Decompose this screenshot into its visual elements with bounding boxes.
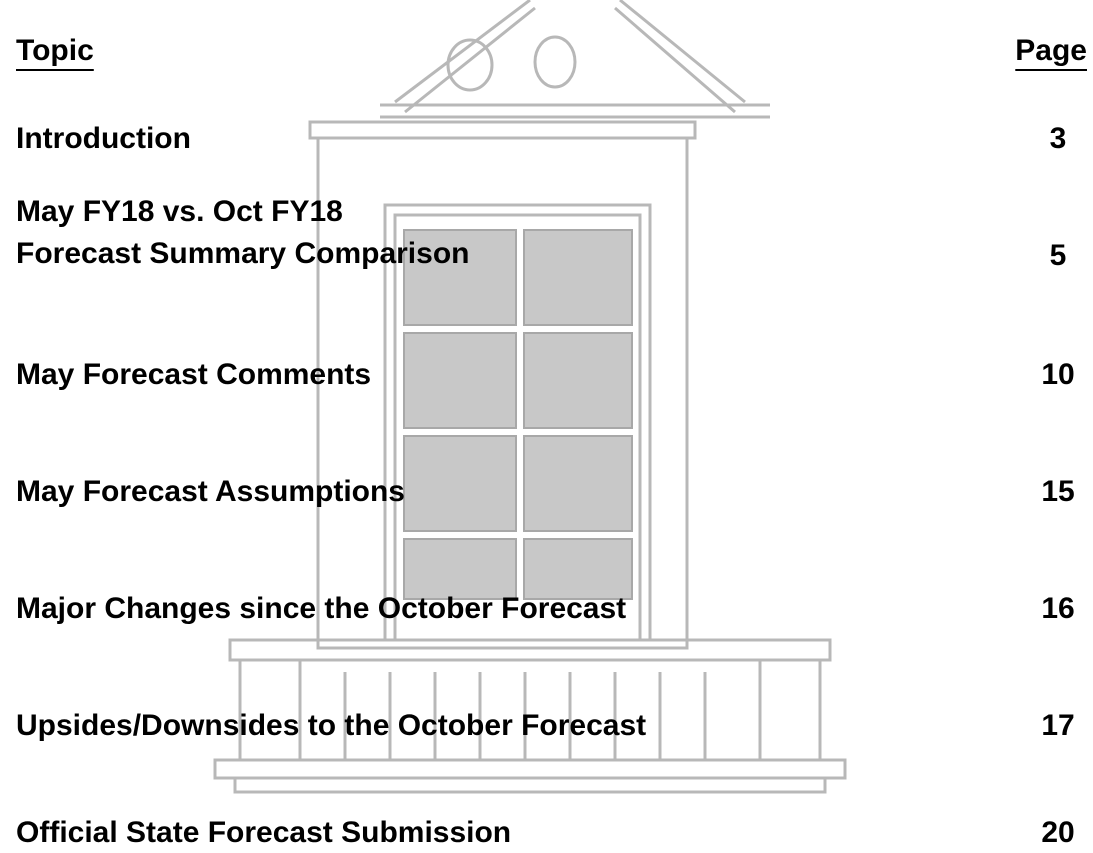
- page-number: 16: [1041, 592, 1074, 625]
- topic-text: Official State Forecast Submission: [16, 816, 511, 849]
- topic-text: May Forecast Assumptions: [16, 475, 405, 508]
- topic-text: May FY18 vs. Oct FY18: [16, 195, 343, 228]
- page-number: 10: [1041, 358, 1074, 391]
- topic-header: Topic: [16, 34, 94, 67]
- page-number: 5: [1050, 239, 1067, 272]
- slide: Topic Page Introduction 3 May FY18 vs. Oct F…: [0, 0, 1093, 853]
- topic-text: May Forecast Comments: [16, 358, 371, 391]
- page-number: 17: [1041, 709, 1074, 742]
- topic-text: Major Changes since the October Forecast: [16, 592, 626, 625]
- topic-text: Upsides/Downsides to the October Forecas…: [16, 709, 646, 742]
- window-watermark: [215, 0, 845, 792]
- page-number: 3: [1050, 122, 1067, 155]
- topic-text: Forecast Summary Comparison: [16, 237, 469, 270]
- page-number: 20: [1041, 816, 1074, 849]
- page-header: Page: [1015, 34, 1087, 67]
- topic-text: Introduction: [16, 122, 191, 155]
- page-number: 15: [1041, 475, 1074, 508]
